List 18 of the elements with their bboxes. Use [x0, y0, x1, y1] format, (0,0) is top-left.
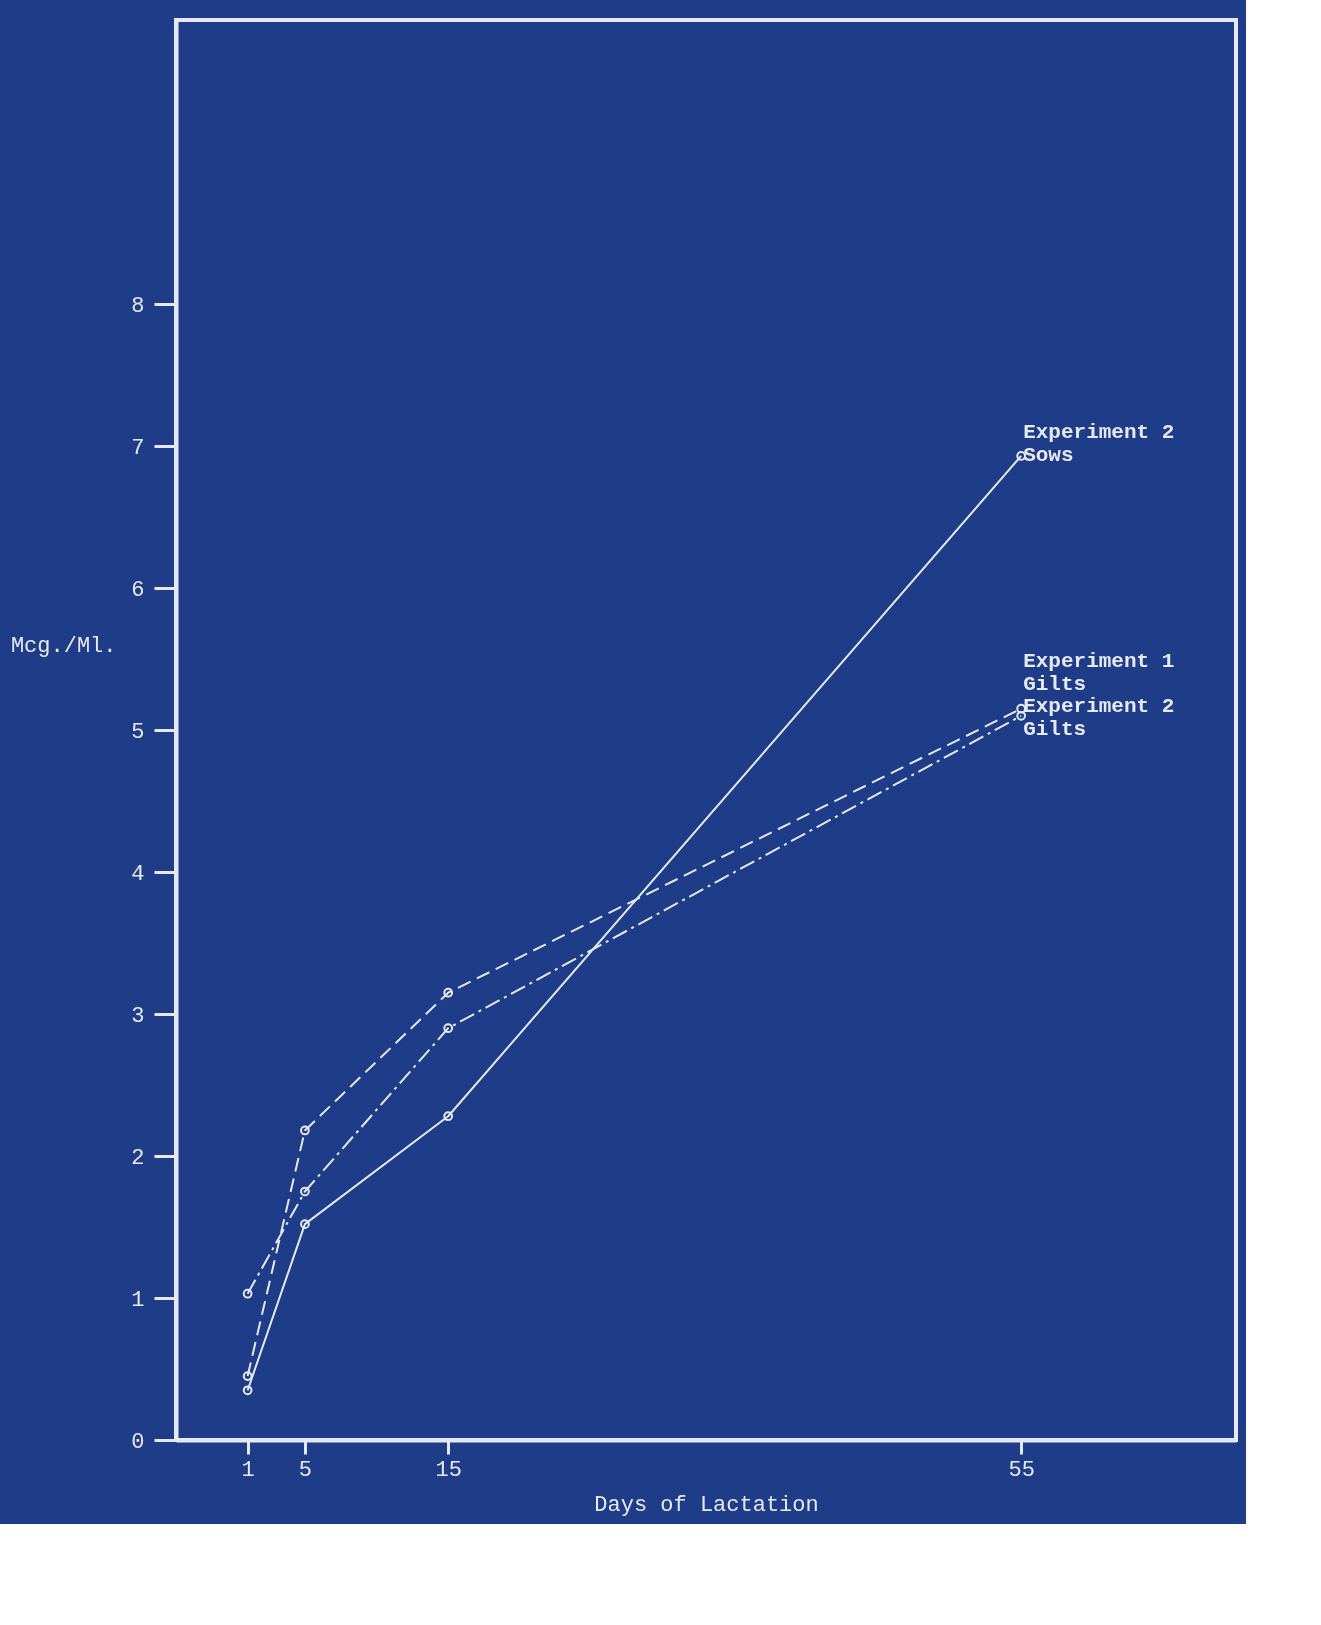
y-tick-label: 3 [131, 1003, 145, 1029]
x-tick-label: 5 [298, 1457, 313, 1483]
y-axis-title: Mcg./Ml. [10, 634, 117, 660]
series-label: Experiment 1 Gilts [1023, 649, 1175, 696]
x-tick-label: 55 [1008, 1457, 1035, 1483]
x-tick-label: 1 [241, 1457, 255, 1483]
y-tick-label: 6 [131, 577, 145, 603]
y-tick-label: 8 [131, 293, 145, 319]
y-tick-label: 2 [131, 1145, 145, 1171]
y-tick-label: 7 [131, 435, 145, 461]
x-axis-title: Days of Lactation [594, 1492, 819, 1518]
y-tick-label: 0 [131, 1429, 145, 1455]
x-tick-label: 15 [435, 1457, 462, 1483]
y-tick-label: 4 [131, 861, 145, 887]
y-tick-label: 5 [131, 719, 145, 745]
y-tick-label: 1 [131, 1287, 145, 1313]
series-label: Experiment 2 Sows [1023, 420, 1175, 467]
series-label: Experiment 2 Gilts [1023, 694, 1175, 741]
